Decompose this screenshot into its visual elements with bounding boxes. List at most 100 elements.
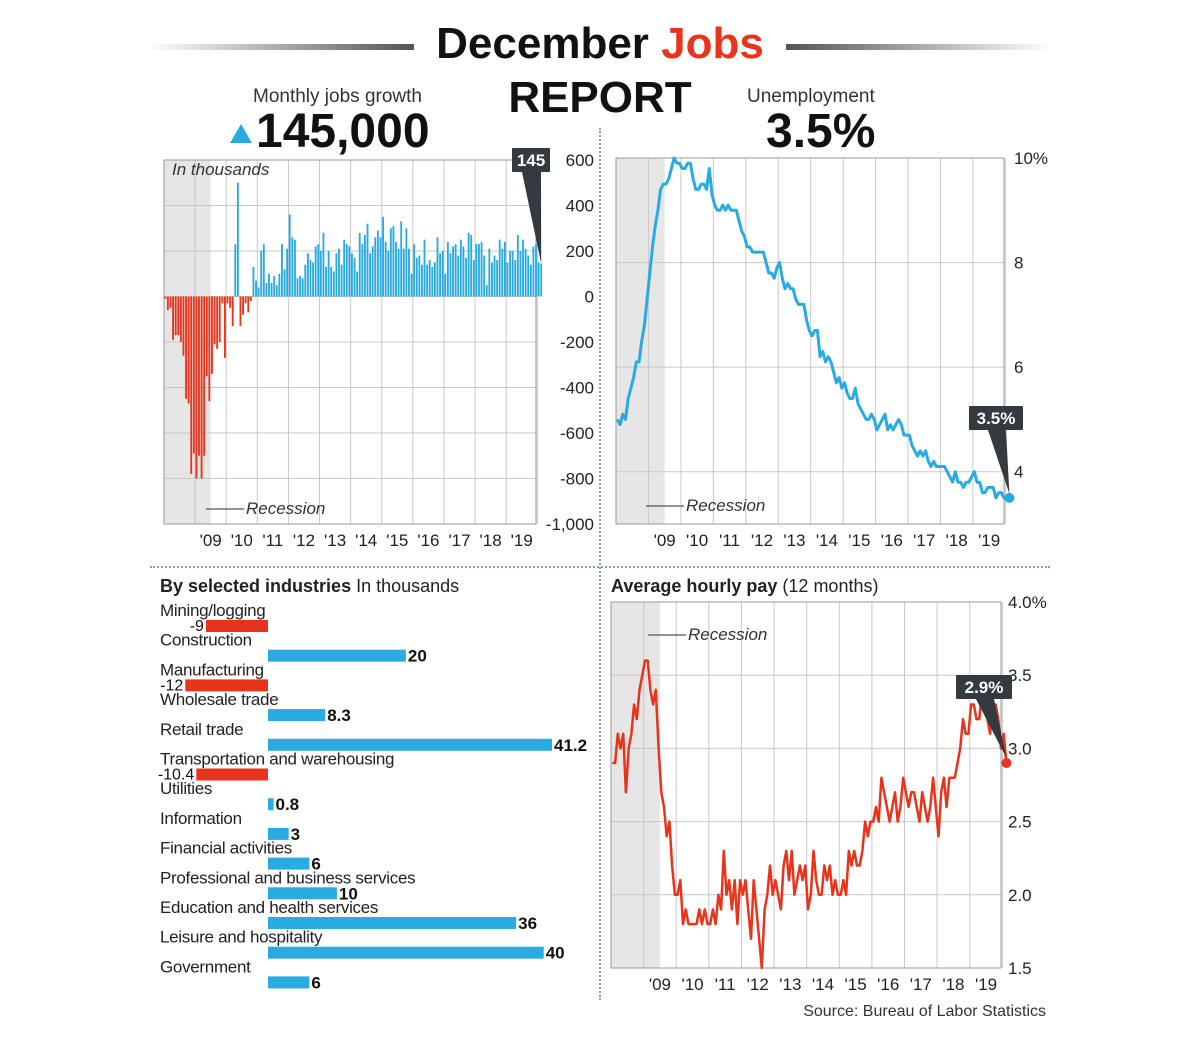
industry-value: -9 xyxy=(190,618,204,635)
jobs-bar xyxy=(314,246,317,297)
jobs-bar xyxy=(527,255,530,297)
jobs-bar xyxy=(301,278,304,297)
industry-value: 8.3 xyxy=(327,706,351,725)
industry-label: Manufacturing xyxy=(160,660,264,679)
industry-bar xyxy=(268,946,544,959)
x-tick-label: '16 xyxy=(881,531,903,550)
industry-label: Information xyxy=(160,809,242,828)
jobs-bar xyxy=(488,248,491,297)
x-tick-label: '18 xyxy=(946,531,968,550)
jobs-bar xyxy=(519,251,522,297)
jobs-bar xyxy=(382,216,384,297)
jobs-bar xyxy=(179,296,182,342)
jobs-bar xyxy=(343,239,346,297)
jobs-bar xyxy=(203,296,206,456)
x-tick-label: '14 xyxy=(355,531,377,550)
jobs-bar xyxy=(270,282,273,297)
industry-label: Mining/logging xyxy=(160,601,265,620)
pay-title-rest: (12 months) xyxy=(782,576,879,596)
jobs-bar xyxy=(496,260,499,297)
hourly-pay-callout-pointer xyxy=(976,699,1007,759)
jobs-bar xyxy=(503,241,506,297)
jobs-bar xyxy=(363,235,366,297)
plot-frame xyxy=(615,157,1005,525)
jobs-bar xyxy=(327,251,330,297)
jobs-bar xyxy=(421,264,423,297)
jobs-bar xyxy=(306,253,309,297)
header-rule-left xyxy=(148,44,414,50)
jobs-bar xyxy=(493,255,496,297)
jobs-bar xyxy=(514,260,517,297)
jobs-bar xyxy=(418,255,421,297)
jobs-bar xyxy=(410,273,413,297)
horizontal-divider xyxy=(150,566,1050,568)
jobs-bar xyxy=(485,285,488,297)
y-tick-label: 600 xyxy=(566,151,594,170)
jobs-bar xyxy=(397,248,400,297)
jobs-bar xyxy=(433,262,436,297)
jobs-bar xyxy=(436,237,439,297)
jobs-bar xyxy=(470,235,473,297)
jobs-bar xyxy=(535,244,537,297)
jobs-bar xyxy=(273,276,276,297)
y-tick-label: -1,000 xyxy=(546,515,594,534)
jobs-bar xyxy=(415,257,418,297)
x-tick-label: '14 xyxy=(816,531,838,550)
page-title: December Jobs xyxy=(0,18,1200,70)
y-tick-label: 0 xyxy=(585,288,594,307)
jobs-bar xyxy=(379,237,382,297)
x-tick-label: '17 xyxy=(913,531,935,550)
y-tick-label: 3.0 xyxy=(1008,739,1032,758)
up-arrow-icon xyxy=(230,124,252,143)
jobs-bar xyxy=(395,241,397,297)
industry-value: 40 xyxy=(546,944,565,963)
jobs-bar xyxy=(255,280,257,297)
jobs-bar xyxy=(275,285,278,297)
x-tick-label: '15 xyxy=(845,975,867,994)
y-tick-label: -200 xyxy=(560,333,594,352)
jobs-bar xyxy=(457,255,460,297)
x-tick-label: '13 xyxy=(324,531,346,550)
jobs-bar xyxy=(260,251,263,297)
industry-bar xyxy=(205,620,268,632)
industry-bar xyxy=(268,798,274,811)
jobs-bar xyxy=(226,296,229,304)
industry-value: -12 xyxy=(160,677,183,694)
unemployment-last-value-label: 3.5% xyxy=(977,409,1016,428)
jobs-bar xyxy=(516,235,519,297)
x-tick-label: '13 xyxy=(783,531,805,550)
x-tick-label: '17 xyxy=(910,975,932,994)
industry-label: Wholesale trade xyxy=(160,690,278,709)
jobs-bar xyxy=(234,244,237,297)
jobs-bar xyxy=(392,225,395,297)
jobs-bar xyxy=(325,266,327,297)
x-tick-label: '09 xyxy=(649,975,671,994)
jobs-bar xyxy=(501,248,504,297)
jobs-bar xyxy=(454,244,457,297)
jobs-bar xyxy=(369,253,372,297)
jobs-bar xyxy=(293,239,296,297)
jobs-bar xyxy=(428,260,431,297)
jobs-subtitle: In thousands xyxy=(172,160,270,179)
jobs-bar xyxy=(423,239,426,297)
jobs-growth-value: 145,000 xyxy=(256,105,430,158)
jobs-bar xyxy=(169,296,172,308)
recession-label: Recession xyxy=(686,496,765,515)
x-tick-label: '16 xyxy=(877,975,899,994)
jobs-bar xyxy=(475,244,478,297)
jobs-bar xyxy=(509,251,512,297)
jobs-bar xyxy=(252,266,255,297)
jobs-bar xyxy=(172,296,175,340)
pay-title: Average hourly pay (12 months) xyxy=(611,576,878,597)
jobs-bar xyxy=(312,262,314,297)
x-tick-label: '12 xyxy=(293,531,315,550)
x-tick-label: '11 xyxy=(262,531,283,550)
jobs-bar xyxy=(177,296,180,336)
industries-title-rest: In thousands xyxy=(356,576,460,596)
jobs-bar xyxy=(317,244,320,297)
jobs-bar xyxy=(257,287,260,297)
jobs-bar xyxy=(299,276,302,297)
jobs-bar xyxy=(400,221,403,297)
jobs-bar xyxy=(332,271,335,297)
jobs-bar xyxy=(459,239,462,297)
